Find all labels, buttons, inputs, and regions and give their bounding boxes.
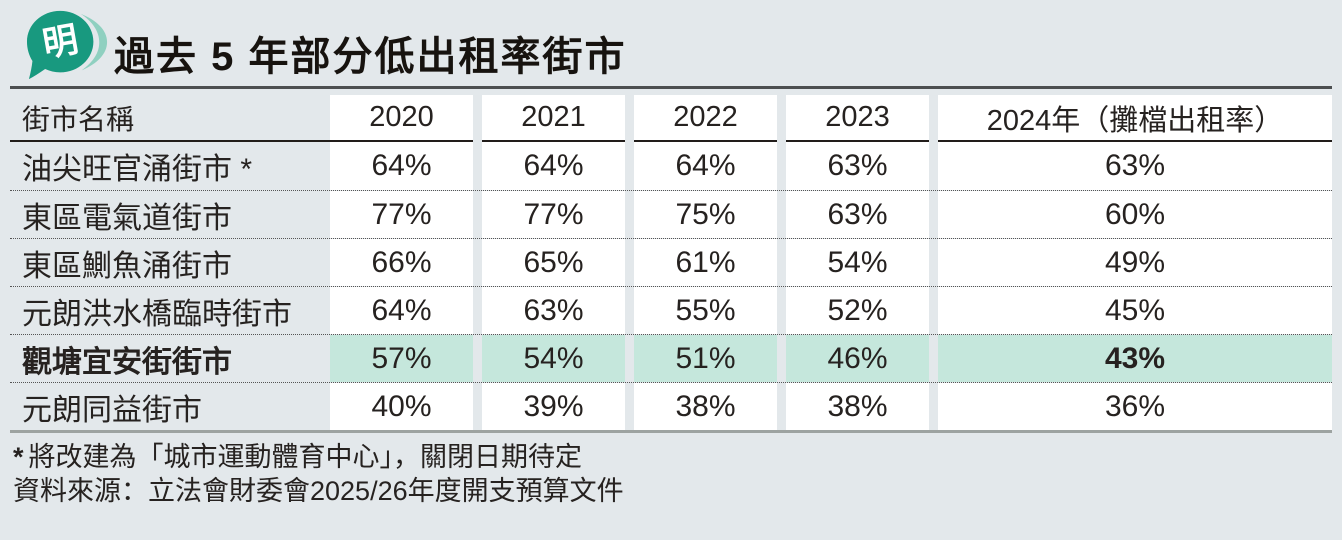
rate-cell: 65%	[482, 239, 625, 286]
speech-bubble-icon: 明	[26, 10, 108, 80]
column-gap	[777, 142, 786, 190]
column-gap	[929, 142, 938, 190]
market-name-cell: 元朗洪水橋臨時街市	[22, 297, 292, 331]
rate-cell: 75%	[634, 191, 777, 238]
rate-cell: 36%	[938, 383, 1332, 430]
rate-cell: 77%	[482, 191, 625, 238]
rate-cell: 64%	[330, 287, 473, 334]
column-gap	[473, 287, 482, 334]
column-header-2021: 2021	[482, 95, 625, 142]
market-name-cell: 東區鰂魚涌街市	[22, 249, 232, 283]
column-gap	[473, 95, 482, 142]
footnote-conversion: * 將改建為「城市運動體育中心」，關閉日期待定	[13, 440, 624, 474]
rate-cell: 39%	[482, 383, 625, 430]
column-gap	[929, 383, 938, 430]
column-gap	[777, 287, 786, 334]
mingpao-logo: 明	[26, 8, 110, 82]
column-gap	[777, 95, 786, 142]
footnote-source: 資料來源：立法會財委會2025/26年度開支預算文件	[13, 476, 624, 506]
column-gap	[625, 95, 634, 142]
column-gap	[625, 191, 634, 238]
column-gap	[473, 383, 482, 430]
table-row: 東區電氣道街市 77% 77% 75% 63% 60%	[10, 190, 1332, 238]
market-name-cell: 油尖旺官涌街市 *	[22, 153, 253, 186]
rate-cell: 66%	[330, 239, 473, 286]
rate-cell: 51%	[634, 335, 777, 382]
column-gap	[929, 95, 938, 142]
column-header-2024: 2024年（攤檔出租率）	[938, 95, 1332, 142]
rate-cell: 57%	[330, 335, 473, 382]
column-gap	[625, 383, 634, 430]
rate-cell: 77%	[330, 191, 473, 238]
rate-cell: 64%	[330, 142, 473, 190]
rate-cell: 52%	[786, 287, 929, 334]
rate-cell: 38%	[786, 383, 929, 430]
rate-cell: 46%	[786, 335, 929, 382]
rate-cell: 61%	[634, 239, 777, 286]
rate-cell: 54%	[482, 335, 625, 382]
footnotes: * 將改建為「城市運動體育中心」，關閉日期待定 資料來源：立法會財委會2025/2…	[13, 440, 624, 508]
rate-cell: 63%	[482, 287, 625, 334]
rate-cell: 40%	[330, 383, 473, 430]
table-header-row: 街市名稱 2020 2021 2022 2023 2024年（攤檔出租率）	[10, 95, 1332, 142]
logo-character: 明	[40, 20, 81, 65]
column-header-market-name: 街市名稱	[10, 95, 330, 142]
column-gap	[777, 335, 786, 382]
rate-cell: 45%	[938, 287, 1332, 334]
table-row: 東區鰂魚涌街市 66% 65% 61% 54% 49%	[10, 238, 1332, 286]
table-row: 元朗洪水橋臨時街市 64% 63% 55% 52% 45%	[10, 286, 1332, 334]
market-name-cell: 觀塘宜安街街市	[22, 345, 232, 379]
column-gap	[625, 287, 634, 334]
rate-cell: 49%	[938, 239, 1332, 286]
column-gap	[777, 383, 786, 430]
rate-cell: 60%	[938, 191, 1332, 238]
column-gap	[929, 191, 938, 238]
column-gap	[929, 287, 938, 334]
column-header-2022: 2022	[634, 95, 777, 142]
column-header-2023: 2023	[786, 95, 929, 142]
market-name-cell: 東區電氣道街市	[22, 201, 232, 235]
rate-cell: 43%	[938, 335, 1332, 382]
rate-cell: 64%	[482, 142, 625, 190]
column-gap	[929, 335, 938, 382]
rate-cell: 54%	[786, 239, 929, 286]
rate-cell: 64%	[634, 142, 777, 190]
column-gap	[473, 142, 482, 190]
page-title: 過去 5 年部分低出租率街市	[114, 35, 627, 79]
column-gap	[625, 142, 634, 190]
column-gap	[929, 239, 938, 286]
column-gap	[625, 335, 634, 382]
column-gap	[473, 335, 482, 382]
rate-cell: 63%	[786, 191, 929, 238]
column-header-2020: 2020	[330, 95, 473, 142]
rate-cell: 63%	[938, 142, 1332, 190]
rental-rate-table: 街市名稱 2020 2021 2022 2023 2024年（攤檔出租率） 油尖…	[10, 95, 1332, 433]
table-row-highlighted: 觀塘宜安街街市 57% 54% 51% 46% 43%	[10, 334, 1332, 382]
table-row: 油尖旺官涌街市 * 64% 64% 64% 63% 63%	[10, 142, 1332, 190]
column-gap	[777, 239, 786, 286]
table-row: 元朗同益街市 40% 39% 38% 38% 36%	[10, 382, 1332, 430]
footnote-conversion-text: 將改建為「城市運動體育中心」，關閉日期待定	[28, 442, 583, 472]
column-gap	[625, 239, 634, 286]
column-gap	[473, 239, 482, 286]
column-gap	[473, 191, 482, 238]
asterisk-marker: *	[13, 442, 24, 472]
title-divider	[10, 86, 1332, 89]
rate-cell: 63%	[786, 142, 929, 190]
rate-cell: 38%	[634, 383, 777, 430]
column-gap	[777, 191, 786, 238]
rate-cell: 55%	[634, 287, 777, 334]
market-name-cell: 元朗同益街市	[22, 393, 202, 427]
